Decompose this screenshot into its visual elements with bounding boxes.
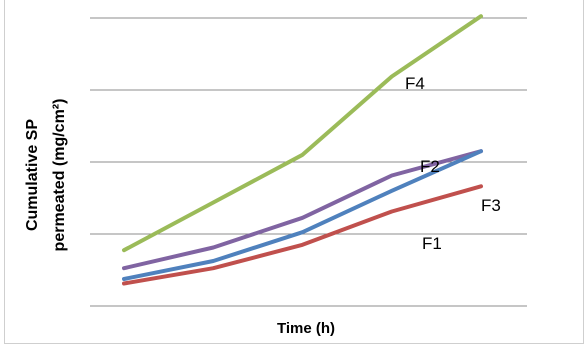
y-axis-title-line-2: permeated (mg/cm²) <box>51 99 68 252</box>
series-label-f3: F3 <box>481 196 501 215</box>
x-axis-title: Time (h) <box>277 320 335 337</box>
chart-frame <box>4 0 584 344</box>
series-lines <box>122 14 483 286</box>
series-label-f2: F2 <box>420 157 440 176</box>
series-label-f1: F1 <box>422 234 442 253</box>
series-label-f4: F4 <box>405 74 425 93</box>
y-axis-title-line-1: Cumulative SP <box>24 119 41 231</box>
series-line-f1 <box>122 184 483 286</box>
series-line-f2 <box>122 149 483 271</box>
series-labels: F1 F2 F3 F4 <box>405 74 501 253</box>
series-line-f4 <box>122 14 483 253</box>
series-line-f3 <box>122 149 483 281</box>
